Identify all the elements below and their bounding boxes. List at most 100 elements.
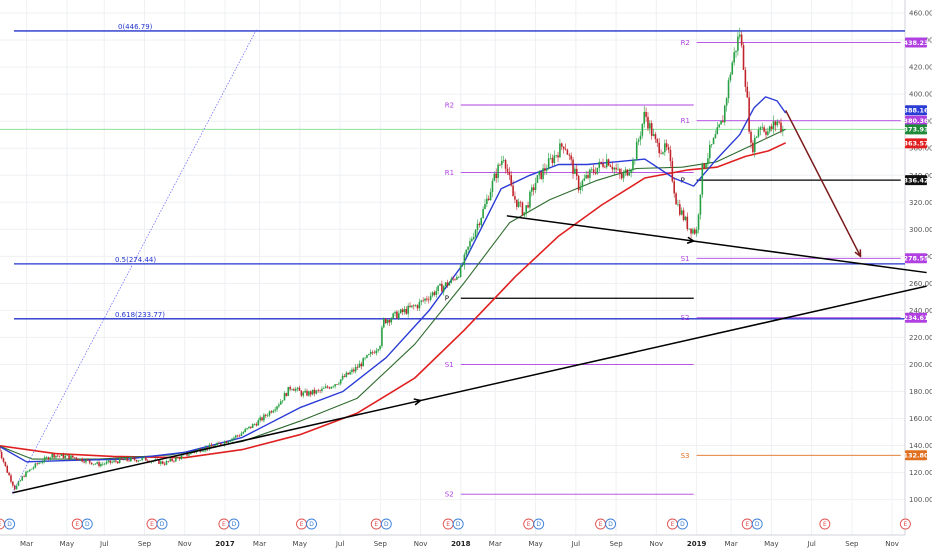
candle-body [677, 204, 679, 205]
dividend-event-icon [751, 518, 763, 530]
candle-body [776, 121, 779, 126]
candle-body [634, 159, 636, 161]
price-badge-label: 438.23 [903, 39, 928, 47]
dividend-event-icon [306, 518, 317, 530]
candle-body [308, 391, 310, 396]
candle-body [553, 155, 556, 163]
candle-body [770, 126, 773, 129]
candle-body [216, 442, 218, 446]
candle-body [461, 265, 464, 266]
pivot-label: S1 [445, 361, 454, 369]
x-tick-label: Sep [138, 540, 152, 548]
candle-body [88, 460, 91, 463]
candle-body [697, 214, 700, 230]
candle-body [761, 127, 764, 128]
candle-body [203, 450, 205, 452]
price-badge [905, 105, 927, 116]
candle-body [765, 131, 767, 135]
candle-body [146, 460, 149, 462]
event-label: D [7, 521, 12, 528]
candle-body [17, 481, 20, 486]
price-badge [905, 312, 927, 323]
candle-body [457, 276, 460, 278]
candle-body [268, 411, 271, 416]
candle-body [684, 216, 687, 220]
candle-body [302, 392, 305, 396]
candle-body [368, 354, 370, 356]
candle-body [118, 458, 121, 464]
candle-body [287, 386, 290, 396]
x-tick-label: 2017 [215, 540, 235, 548]
candle-body [626, 169, 629, 176]
candle-body [246, 428, 248, 430]
candle-body [491, 180, 494, 192]
candle-body [73, 457, 76, 459]
candle-body [319, 390, 321, 392]
candle-body [622, 173, 625, 179]
candle-body [339, 379, 342, 384]
candle-body [175, 457, 177, 462]
candle-body [135, 460, 138, 462]
candle-body [193, 452, 196, 453]
candle-body [780, 122, 782, 132]
candle-body [369, 352, 372, 355]
y-tick-label: 140.00 [909, 442, 932, 450]
candle-body [647, 116, 649, 129]
dividend-event-icon [380, 518, 392, 530]
candle-body [527, 205, 529, 208]
candle-body [532, 187, 535, 191]
y-tick-label: 160.00 [909, 415, 932, 423]
x-tick-label: Jul [335, 540, 345, 548]
candle-body [274, 409, 276, 411]
x-tick-label: Mar [489, 540, 502, 548]
candle-body [130, 457, 132, 462]
candle-body [598, 161, 601, 168]
candle-body [673, 181, 675, 194]
candle-body [40, 462, 42, 464]
candle-body [472, 236, 475, 239]
candle-body [105, 461, 108, 464]
candle-body [752, 142, 754, 153]
moving-averages [0, 96, 787, 463]
candle-body [115, 460, 117, 462]
candle-body [489, 191, 492, 201]
candle-body [583, 178, 586, 181]
candle-body [399, 309, 402, 314]
candle-body [57, 455, 59, 457]
y-tick-label: 120.00 [909, 469, 932, 477]
candle-body [0, 445, 1, 453]
trendline [12, 285, 927, 494]
candle-body [615, 167, 617, 170]
candle-body [160, 461, 162, 464]
candle-body [291, 389, 293, 390]
y-tick-label: 260.00 [909, 280, 932, 288]
candle-body [62, 454, 65, 458]
candle-body [379, 346, 381, 350]
candle-body [36, 463, 39, 465]
x-tick-label: Jul [571, 540, 581, 548]
candle-body [662, 152, 664, 154]
candle-body [538, 171, 541, 176]
candle-body [575, 168, 578, 177]
candle-body [577, 176, 580, 191]
candle-body [768, 126, 771, 132]
candle-body [589, 169, 591, 178]
event-label: D [160, 521, 165, 528]
candle-body [289, 386, 291, 390]
candle-body [351, 369, 353, 372]
candle-body [4, 461, 7, 466]
candle-body [122, 459, 125, 461]
candle-body [403, 308, 406, 313]
ma-blue-line [0, 96, 787, 463]
candle-body [487, 198, 490, 201]
candle-body [506, 168, 509, 172]
candle-body [343, 375, 346, 377]
price-badge [905, 124, 927, 135]
candle-body [113, 460, 115, 462]
y-tick-label: 240.00 [909, 307, 932, 315]
candle-body [607, 159, 610, 166]
candle-body [10, 475, 12, 482]
candle-body [630, 169, 632, 174]
